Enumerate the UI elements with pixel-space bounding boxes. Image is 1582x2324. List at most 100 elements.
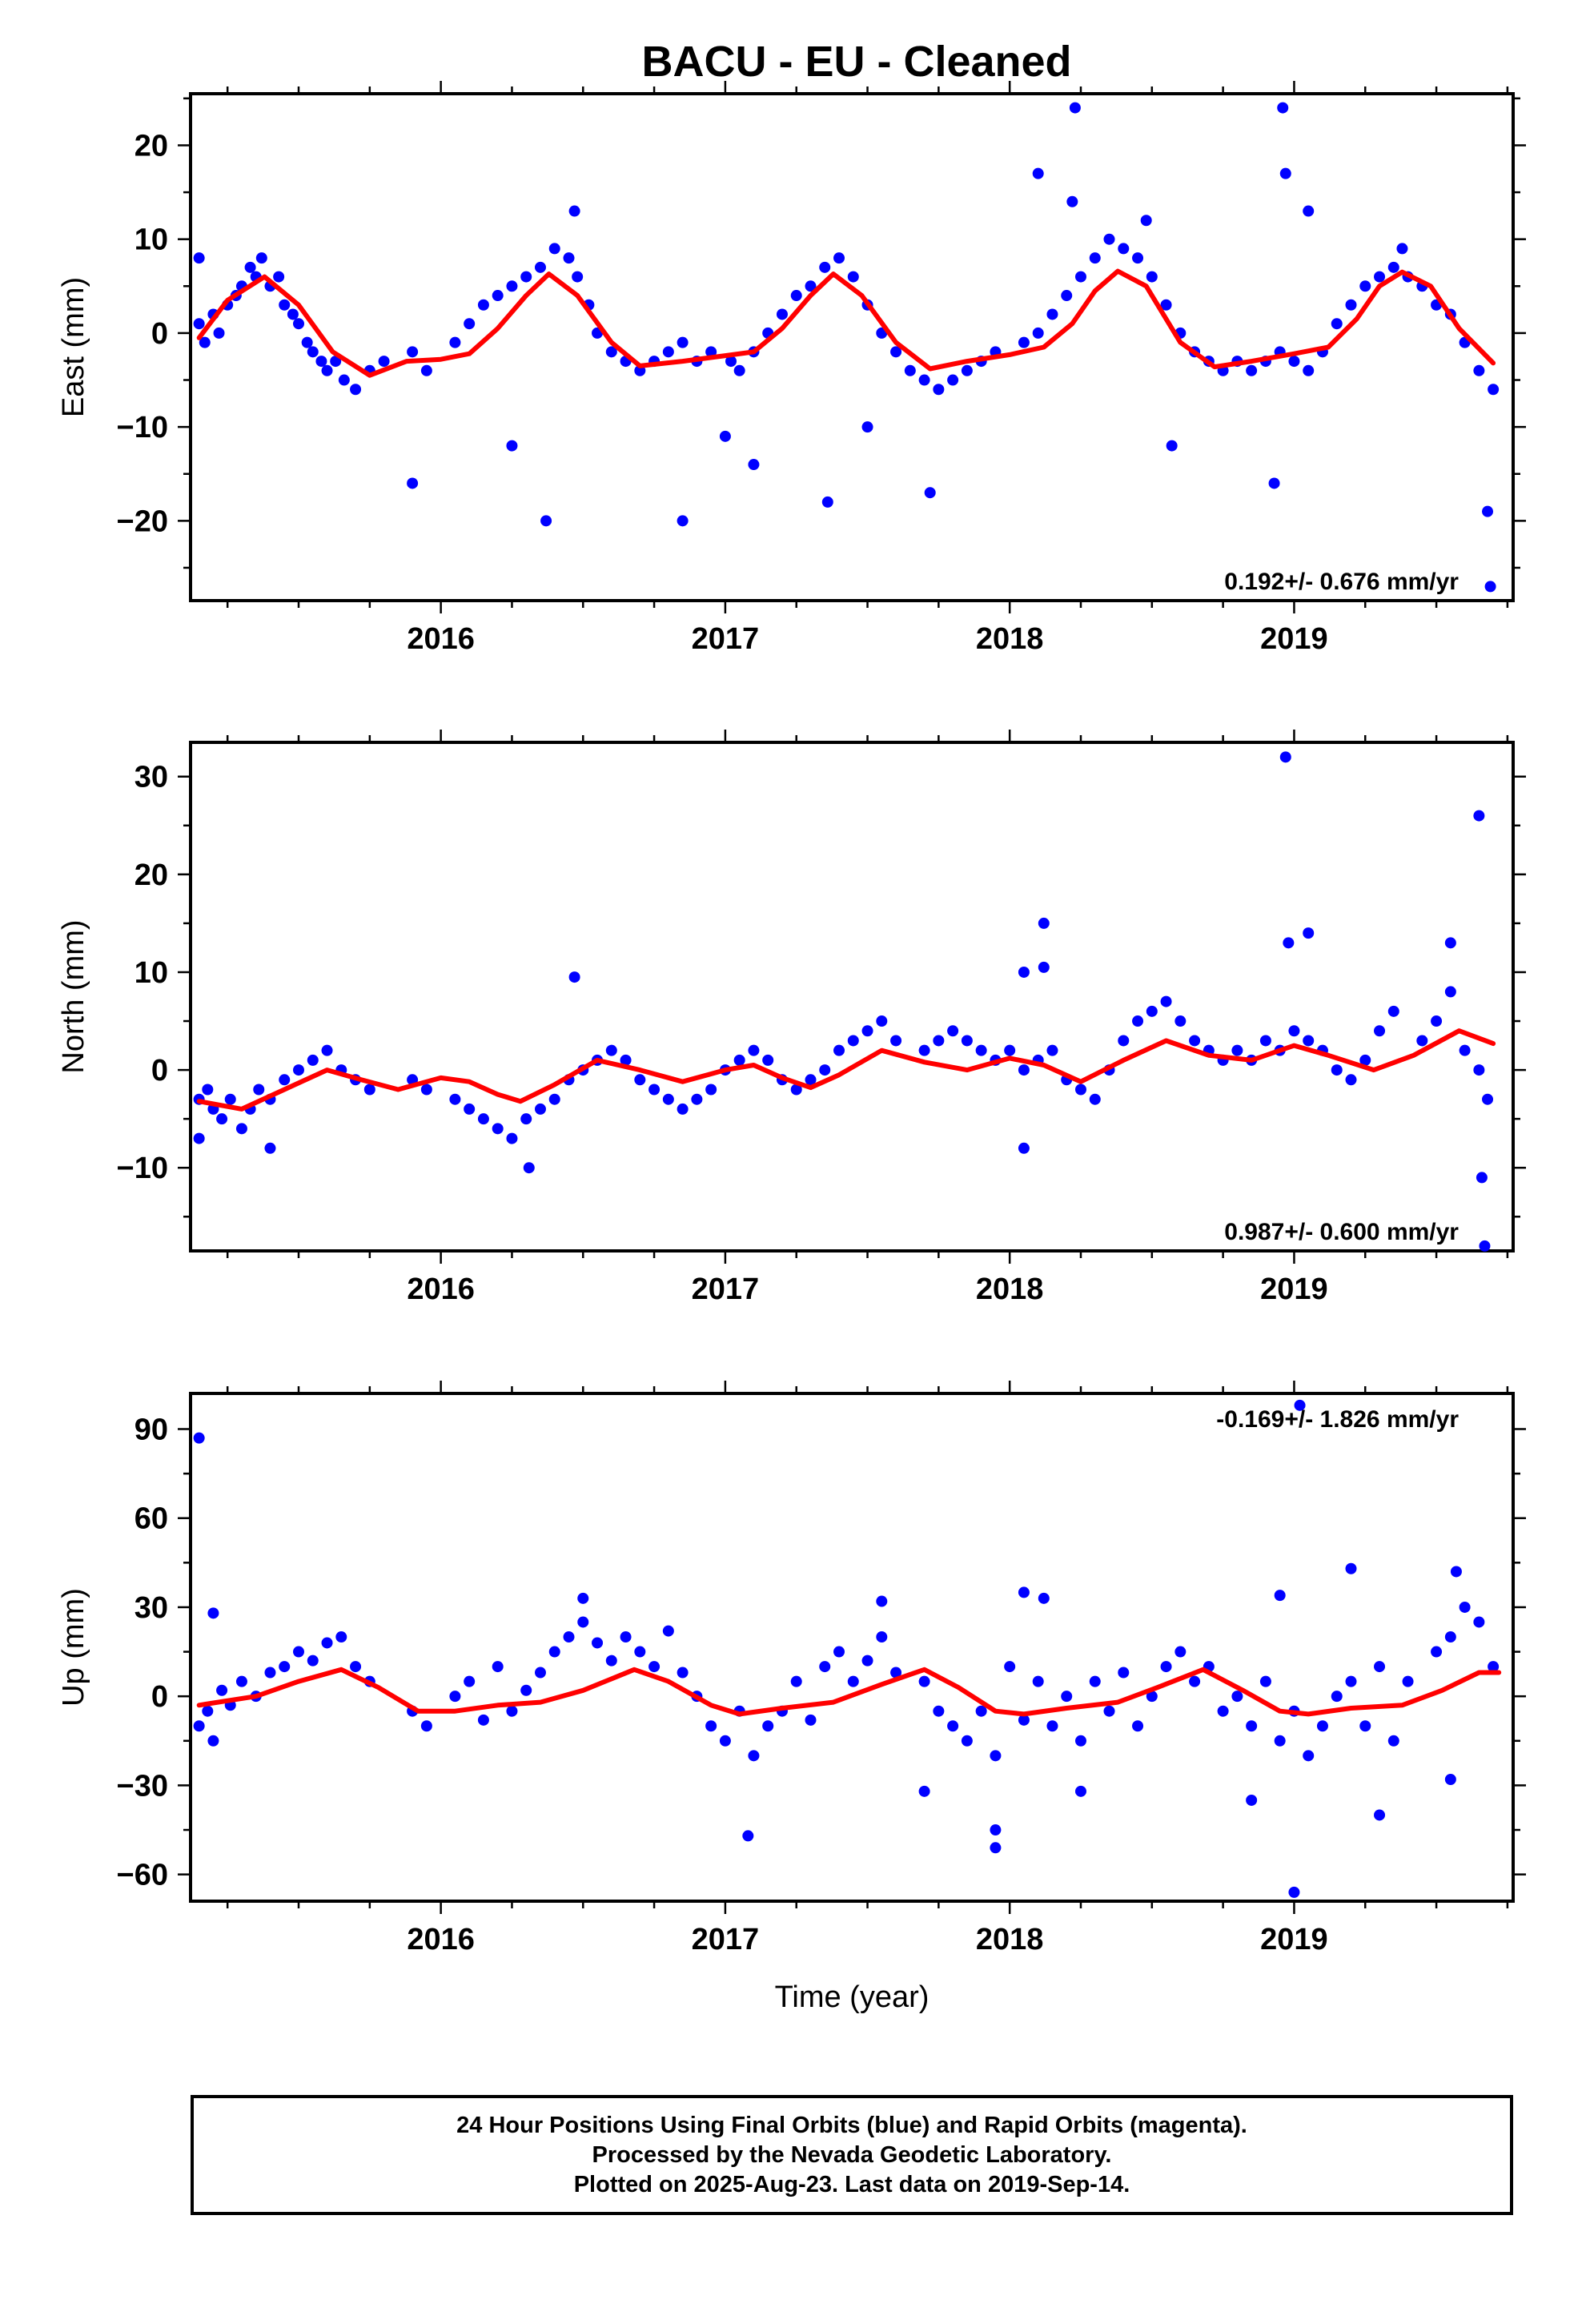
data-point <box>577 1616 589 1628</box>
x-axis-label: Time (year) <box>775 1980 930 2014</box>
data-point <box>534 261 546 273</box>
data-point <box>961 364 973 376</box>
data-point <box>1146 1691 1158 1703</box>
y-tick-label: 30 <box>135 761 168 794</box>
data-point <box>742 1830 754 1842</box>
data-point <box>805 280 817 292</box>
data-point <box>748 1750 760 1762</box>
data-point <box>1046 1044 1058 1056</box>
y-tick-label: 20 <box>135 858 168 892</box>
data-point <box>1431 1646 1443 1658</box>
data-point <box>1189 1675 1201 1687</box>
data-point <box>1089 1675 1101 1687</box>
data-point <box>933 1705 945 1717</box>
data-point <box>1166 440 1178 452</box>
data-points <box>193 102 1500 593</box>
data-point <box>1089 1093 1101 1105</box>
data-point <box>990 1750 1002 1762</box>
data-point <box>918 1044 930 1056</box>
data-point <box>307 346 319 358</box>
data-point <box>244 261 256 273</box>
data-point <box>563 1631 575 1643</box>
data-point <box>1484 581 1496 593</box>
data-point <box>876 1595 888 1607</box>
data-point <box>634 1646 646 1658</box>
data-point <box>577 1592 589 1604</box>
model-curve <box>196 1028 1496 1112</box>
data-point <box>876 1631 888 1643</box>
footer-line-3: Plotted on 2025-Aug-23. Last data on 201… <box>573 2171 1130 2197</box>
data-point <box>572 271 584 283</box>
data-point <box>1374 1025 1386 1037</box>
data-point <box>1387 1735 1399 1747</box>
data-point <box>605 346 617 358</box>
data-point <box>1359 280 1371 292</box>
data-point <box>1303 364 1315 376</box>
plot-frame <box>189 92 1515 602</box>
data-point <box>1246 1794 1258 1806</box>
data-point <box>762 1720 774 1732</box>
data-point <box>407 346 419 358</box>
data-point <box>677 515 689 527</box>
data-point <box>1482 1093 1494 1105</box>
data-point <box>307 1054 319 1066</box>
data-point <box>918 1675 930 1687</box>
data-point <box>477 1113 489 1125</box>
data-point <box>477 299 489 311</box>
data-point <box>805 1714 817 1726</box>
data-point <box>378 356 390 368</box>
data-point <box>947 374 959 386</box>
data-point <box>1374 1661 1386 1673</box>
data-point <box>1359 1054 1371 1066</box>
plot-frame <box>189 741 1515 1252</box>
data-points <box>193 1399 1500 1898</box>
data-point <box>833 1646 845 1658</box>
data-point <box>464 1675 476 1687</box>
data-point <box>1146 1005 1158 1017</box>
data-point <box>216 1684 228 1696</box>
data-point <box>1217 1705 1229 1717</box>
data-point <box>224 1093 236 1105</box>
data-point <box>1473 364 1485 376</box>
data-point <box>975 1044 987 1056</box>
data-point <box>449 336 461 348</box>
data-point <box>1118 1667 1130 1679</box>
data-point <box>1374 271 1386 283</box>
data-point <box>1473 1064 1485 1076</box>
data-point <box>568 971 580 983</box>
data-point <box>202 1705 214 1717</box>
data-point <box>748 459 760 471</box>
y-tick-label: 0 <box>151 1680 168 1714</box>
data-point <box>1387 261 1399 273</box>
data-point <box>420 1720 432 1732</box>
panel-east: 2016 2017 2018 2019 −20 −10 0 10 20 East (mm) 0.19… <box>57 81 1526 656</box>
data-point <box>876 1015 888 1027</box>
data-point <box>492 1123 504 1135</box>
data-point <box>790 290 802 302</box>
data-point <box>1038 1592 1050 1604</box>
data-point <box>330 356 342 368</box>
data-point <box>961 1735 973 1747</box>
data-point <box>1488 384 1500 396</box>
x-tick-label: 2019 <box>1260 622 1328 656</box>
data-point <box>833 252 845 264</box>
data-point <box>620 1054 632 1066</box>
data-point <box>534 1667 546 1679</box>
data-point <box>833 1044 845 1056</box>
data-point <box>662 1093 674 1105</box>
data-point <box>947 1025 959 1037</box>
data-point <box>520 1113 532 1125</box>
data-point <box>1061 1691 1073 1703</box>
data-point <box>1473 1616 1485 1628</box>
data-point <box>1345 1074 1357 1086</box>
model-curve <box>196 268 1496 378</box>
data-point <box>1459 1601 1471 1613</box>
data-point <box>1279 751 1291 763</box>
velocity-label: -0.169+/- 1.826 mm/yr <box>1216 1406 1459 1433</box>
data-point <box>677 1103 689 1115</box>
data-point <box>890 1667 902 1679</box>
data-point <box>1259 1035 1271 1047</box>
data-point <box>1444 937 1456 949</box>
data-point <box>315 356 327 368</box>
